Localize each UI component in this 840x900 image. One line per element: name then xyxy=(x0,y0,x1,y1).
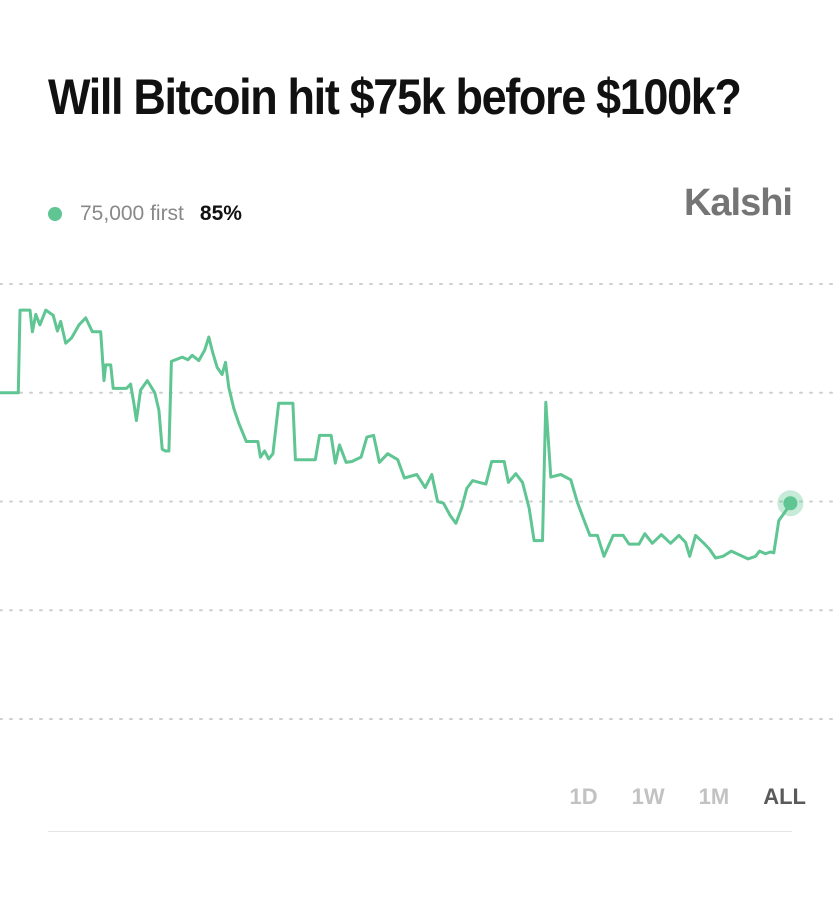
range-button-1w[interactable]: 1W xyxy=(631,784,665,809)
line-chart xyxy=(0,283,833,720)
series-line-0 xyxy=(0,308,792,561)
legend-label: 75,000 first xyxy=(80,202,184,225)
range-button-all[interactable]: ALL xyxy=(763,784,806,809)
legend-value: 85% xyxy=(199,202,242,225)
grid-lines xyxy=(0,283,833,720)
brand-logo: Kalshi xyxy=(683,182,793,224)
legend-dot-icon xyxy=(48,207,62,221)
series-endpoint-dot[interactable] xyxy=(783,496,798,511)
bottom-divider xyxy=(48,831,792,832)
chart-legend: 75,000 first 85% xyxy=(48,202,242,226)
range-selector: 1D 1W 1M ALL xyxy=(536,784,806,810)
range-button-1m[interactable]: 1M xyxy=(698,784,730,809)
chart-title: Will Bitcoin hit $75k before $100k? xyxy=(48,69,742,125)
range-button-1d[interactable]: 1D xyxy=(569,784,598,809)
series-layer xyxy=(0,308,804,561)
